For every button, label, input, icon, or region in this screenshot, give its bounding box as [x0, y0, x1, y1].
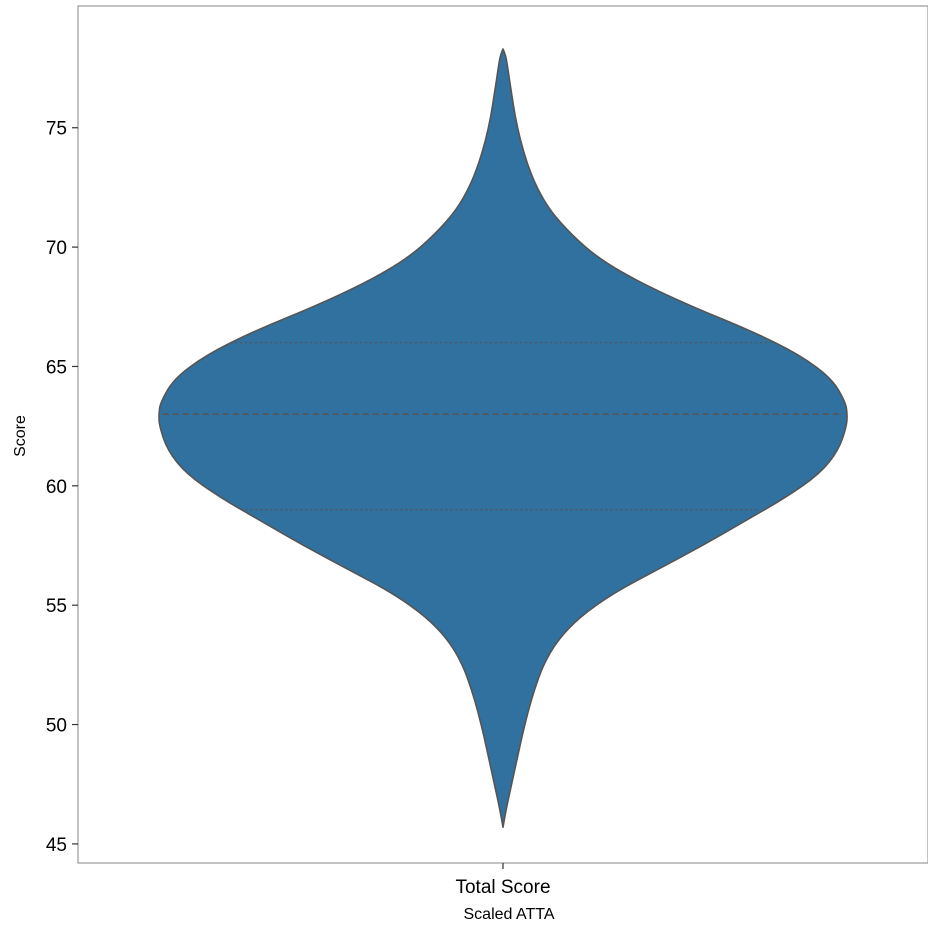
y-tick-label: 75 — [46, 119, 67, 140]
y-tick-label: 50 — [46, 716, 67, 737]
y-tick-label: 55 — [46, 596, 67, 617]
x-tick-label: Total Score — [455, 877, 550, 898]
y-axis: 45 50 55 60 65 70 75 — [46, 119, 78, 856]
y-axis-label: Score — [12, 415, 29, 457]
violin-body — [158, 48, 848, 828]
x-axis-label: Scaled ATTA — [464, 906, 555, 923]
x-axis: Total Score — [455, 863, 551, 898]
y-tick-label: 60 — [46, 477, 67, 498]
y-tick-label: 65 — [46, 357, 67, 378]
y-tick-label: 45 — [46, 835, 67, 856]
y-tick-label: 70 — [46, 238, 67, 259]
violins — [158, 48, 848, 828]
